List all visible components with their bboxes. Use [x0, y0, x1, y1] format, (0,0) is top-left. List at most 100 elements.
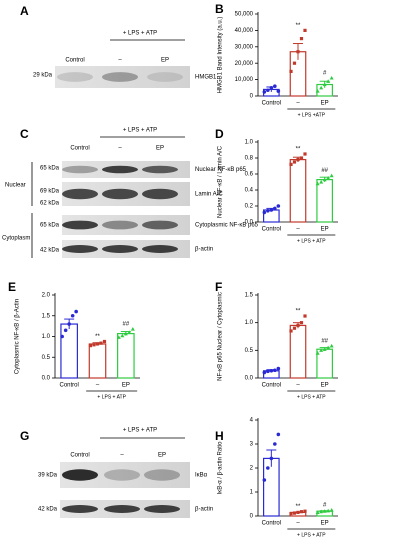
data-point: [266, 88, 270, 93]
data-point: [322, 177, 327, 182]
blot-band: [62, 505, 98, 513]
group-label: + LPS + ATP: [297, 238, 326, 244]
data-point: [276, 366, 281, 371]
data-point: [276, 89, 281, 93]
y-tick-label: 0: [250, 514, 254, 520]
y-tick-label: 1: [250, 490, 254, 496]
x-tick-label: EP: [321, 383, 329, 389]
blot-band: [104, 469, 140, 481]
blot-band: [142, 220, 178, 230]
blot-band: [142, 165, 178, 174]
data-point: [326, 176, 331, 180]
data-point: [329, 343, 334, 348]
blot-band: [102, 220, 138, 230]
y-tick-label: 40,000: [235, 28, 254, 34]
kda-label: 65 kDa: [40, 166, 60, 172]
data-point: [326, 508, 331, 513]
x-tick-label: Control: [59, 383, 78, 389]
panel-label: A: [20, 4, 29, 18]
significance-label: ##: [321, 338, 328, 344]
x-tick-label: EP: [321, 521, 329, 527]
data-point: [269, 369, 274, 373]
y-tick-label: 1.5: [245, 293, 254, 299]
data-point: [127, 330, 132, 334]
data-point: [116, 335, 121, 339]
blot-band: [144, 505, 180, 513]
panel-label: F: [215, 280, 222, 294]
x-tick-label: Control: [262, 383, 281, 389]
y-tick-label: 4: [250, 418, 254, 424]
data-point: [102, 339, 107, 344]
group-label: + LPS + ATP: [97, 394, 126, 400]
blot-band: [62, 220, 98, 230]
blot-band: [62, 165, 98, 174]
panel-label: C: [20, 127, 29, 141]
significance-label: **: [296, 309, 301, 315]
protein-label: Cytoplasmic NF-κB p65: [195, 223, 259, 229]
data-point: [303, 509, 307, 513]
data-point: [292, 160, 297, 164]
blot-band: [102, 165, 138, 174]
data-point: [329, 173, 334, 178]
group-label: + LPS + ATP: [297, 394, 326, 400]
lane-label: EP: [158, 453, 166, 459]
blot-band: [147, 72, 183, 82]
y-tick-label: 0: [250, 94, 254, 100]
data-point: [292, 61, 297, 65]
data-point: [60, 334, 64, 339]
panel-label: D: [215, 127, 224, 141]
lane-label: –: [118, 146, 122, 152]
data-point: [326, 79, 331, 83]
data-point: [296, 510, 300, 514]
data-point: [262, 370, 267, 375]
kda-label: 39 kDa: [38, 473, 58, 479]
y-tick-label: 0.0: [245, 376, 254, 382]
data-point: [269, 208, 274, 212]
x-tick-label: EP: [122, 383, 130, 389]
data-point: [262, 478, 267, 482]
blot-band: [62, 245, 98, 253]
x-tick-label: –: [96, 383, 100, 389]
y-tick-label: 1.0: [42, 334, 51, 340]
data-point: [276, 204, 281, 208]
y-tick-label: 10,000: [235, 77, 254, 83]
x-tick-label: Control: [262, 227, 281, 233]
group-label: + LPS + ATP: [123, 31, 157, 37]
data-point: [273, 84, 277, 88]
kda-label: 65 kDa: [40, 223, 60, 229]
y-tick-label: 3: [250, 442, 254, 448]
y-tick-label: 50,000: [235, 12, 254, 18]
blot-band: [104, 505, 140, 513]
y-tick-label: 2.0: [42, 293, 51, 299]
group-label: + LPS + ATP: [123, 428, 157, 434]
data-point: [296, 158, 300, 162]
blot-band: [62, 188, 98, 200]
y-tick-label: 2: [250, 466, 254, 472]
bar: [289, 159, 307, 223]
data-point: [296, 50, 300, 54]
y-tick-label: 0.5: [42, 355, 51, 361]
data-point: [262, 90, 267, 94]
panel-label: B: [215, 2, 224, 16]
data-point: [319, 180, 324, 184]
y-tick-label: 0.8: [245, 156, 254, 162]
significance-label: **: [95, 334, 100, 340]
blot-band: [144, 469, 180, 481]
lane-label: –: [118, 58, 122, 64]
blot-strip: [62, 215, 190, 235]
data-point: [92, 343, 96, 347]
bar: [117, 332, 135, 379]
x-tick-label: –: [296, 521, 300, 527]
protein-label: β-actin: [195, 507, 213, 513]
data-point: [130, 327, 135, 331]
data-point: [63, 328, 68, 333]
lane-label: –: [120, 453, 124, 459]
x-tick-label: EP: [321, 101, 329, 107]
data-point: [329, 75, 334, 80]
data-point: [315, 351, 320, 355]
group-label: + LPS + ATP: [123, 128, 157, 134]
protein-label: IκBα: [195, 473, 208, 479]
y-tick-label: 0.0: [42, 376, 51, 382]
significance-label: ##: [321, 168, 328, 174]
